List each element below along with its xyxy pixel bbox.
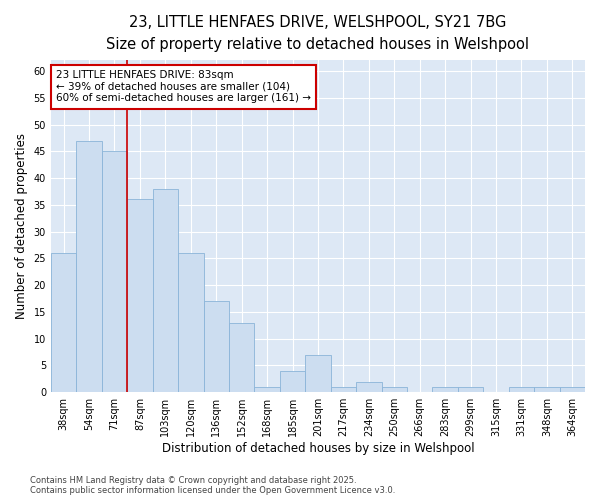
Bar: [229, 322, 254, 392]
Bar: [178, 253, 203, 392]
Bar: [203, 301, 229, 392]
Text: Contains HM Land Registry data © Crown copyright and database right 2025.
Contai: Contains HM Land Registry data © Crown c…: [30, 476, 395, 495]
Bar: [127, 200, 152, 392]
Bar: [458, 387, 483, 392]
Bar: [254, 387, 280, 392]
Bar: [509, 387, 534, 392]
Text: 23 LITTLE HENFAES DRIVE: 83sqm
← 39% of detached houses are smaller (104)
60% of: 23 LITTLE HENFAES DRIVE: 83sqm ← 39% of …: [56, 70, 311, 104]
Bar: [433, 387, 458, 392]
Bar: [356, 382, 382, 392]
Bar: [152, 189, 178, 392]
Bar: [280, 371, 305, 392]
X-axis label: Distribution of detached houses by size in Welshpool: Distribution of detached houses by size …: [161, 442, 474, 455]
Bar: [305, 354, 331, 392]
Bar: [331, 387, 356, 392]
Bar: [76, 140, 102, 392]
Title: 23, LITTLE HENFAES DRIVE, WELSHPOOL, SY21 7BG
Size of property relative to detac: 23, LITTLE HENFAES DRIVE, WELSHPOOL, SY2…: [106, 15, 529, 52]
Y-axis label: Number of detached properties: Number of detached properties: [15, 134, 28, 320]
Bar: [51, 253, 76, 392]
Bar: [102, 152, 127, 392]
Bar: [382, 387, 407, 392]
Bar: [560, 387, 585, 392]
Bar: [534, 387, 560, 392]
